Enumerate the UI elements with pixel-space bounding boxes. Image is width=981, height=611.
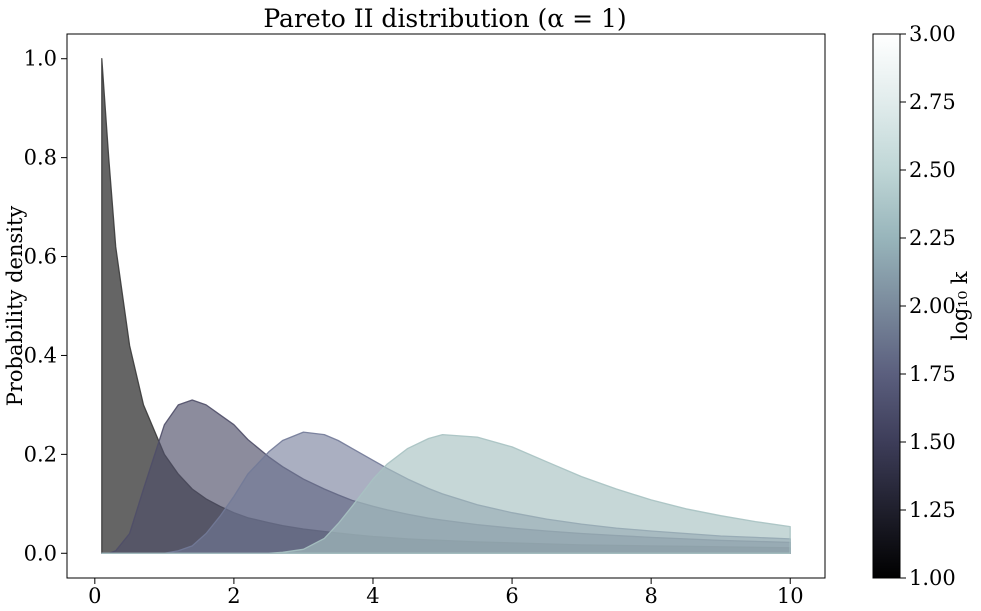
x-tick-label: 0	[88, 584, 101, 608]
y-axis: 0.0 0.2 0.4 0.6 0.8 1.0	[24, 47, 67, 565]
colorbar-gradient	[872, 33, 901, 579]
x-tick-label: 10	[777, 584, 804, 608]
y-tick-label: 0.0	[24, 541, 57, 565]
density-series-4	[101, 433, 791, 554]
colorbar-tick-label: 2.75	[909, 90, 956, 114]
chart-title: Pareto II distribution (α = 1)	[263, 4, 626, 33]
colorbar-tick-label: 2.00	[909, 294, 956, 318]
x-tick-label: 8	[644, 584, 657, 608]
x-tick-label: 2	[227, 584, 240, 608]
x-tick-label: 4	[366, 584, 379, 608]
y-tick-label: 1.0	[24, 47, 57, 71]
plot-frame	[66, 33, 826, 579]
x-tick-label: 6	[505, 584, 518, 608]
plot-area	[66, 33, 826, 579]
x-axis: 0 2 4 6 8 10	[88, 578, 804, 608]
colorbar-tick-label: 1.50	[909, 430, 956, 454]
y-axis-label: Probability density	[3, 206, 27, 407]
colorbar: 1.00 1.25 1.50 1.75 2.00 2.25 2.50 2.75 3.00	[872, 22, 956, 590]
y-tick-label: 0.8	[24, 146, 57, 170]
y-tick-label: 0.6	[24, 245, 57, 269]
colorbar-tick-label: 1.00	[909, 566, 956, 590]
colorbar-tick-label: 2.50	[909, 158, 956, 182]
colorbar-tick-label: 3.00	[909, 22, 956, 46]
colorbar-tick-label: 1.75	[909, 362, 956, 386]
y-tick-label: 0.4	[24, 343, 57, 367]
y-tick-label: 0.2	[24, 442, 57, 466]
colorbar-tick-label: 1.25	[909, 498, 956, 522]
colorbar-label: log₁₀ k	[948, 271, 972, 340]
colorbar-tick-label: 2.25	[909, 226, 956, 250]
